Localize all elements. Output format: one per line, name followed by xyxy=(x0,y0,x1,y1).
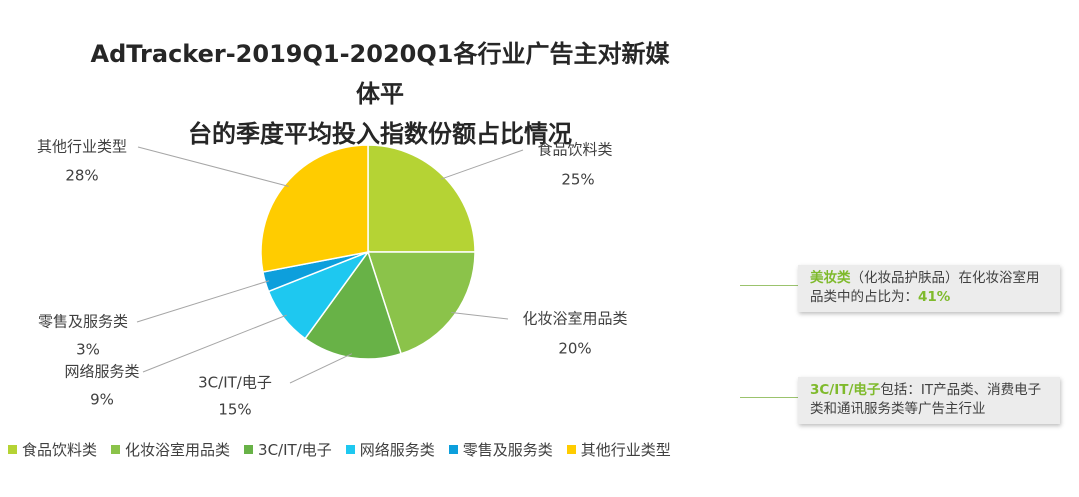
note-3c-text: 包括：IT产品类、消费电子类和通讯服务类等广告主行业 xyxy=(810,382,1042,417)
legend-label: 零售及服务类 xyxy=(462,440,553,459)
leader-line xyxy=(137,146,289,187)
legend-item: 网络服务类 xyxy=(345,439,435,460)
slice-label: 零售及服务类 xyxy=(38,313,128,331)
legend-swatch xyxy=(8,444,17,454)
legend-label: 化妆浴室用品类 xyxy=(125,440,231,459)
leader-line xyxy=(142,314,287,373)
legend-label: 其他行业类型 xyxy=(580,440,671,459)
chart-title-line-2: 台的季度平均投入指数份额占比情况 xyxy=(188,120,572,148)
note-connector-line xyxy=(740,397,798,398)
pie-slices xyxy=(260,144,476,360)
pie-slice xyxy=(304,250,403,360)
legend-label: 网络服务类 xyxy=(359,440,435,459)
legend-item: 化妆浴室用品类 xyxy=(111,439,230,460)
slice-label: 其他行业类型 xyxy=(37,138,127,156)
note-connector-line xyxy=(740,285,798,286)
pie-slice xyxy=(367,144,476,253)
slice-labels: 食品饮料类 25% 化妆浴室用品类 20% 3C/IT/电子 15% 网络服务类 9% 零售及服… xyxy=(37,138,628,419)
slice-label: 食品饮料类 xyxy=(537,141,612,159)
slice-label: 化妆浴室用品类 xyxy=(522,310,627,328)
legend-swatch xyxy=(566,444,576,454)
leader-line xyxy=(440,149,524,180)
legend-label: 3C/IT/电子 xyxy=(258,440,332,459)
slice-value-label: 3% xyxy=(76,341,100,359)
legend-swatch xyxy=(111,444,121,454)
leader-line xyxy=(451,312,509,320)
leader-line xyxy=(289,353,353,384)
legend-label: 食品饮料类 xyxy=(22,440,98,459)
chart-title-line-1: AdTracker-2019Q1-2020Q1各行业广告主对新媒体平 xyxy=(90,40,670,108)
note-beauty-text: （化妆品护肤品）在化妆浴室用品类中的占比为： xyxy=(810,270,1040,305)
slice-value-label: 28% xyxy=(65,167,98,185)
pie-slice xyxy=(260,144,369,273)
legend-item: 零售及服务类 xyxy=(448,439,553,460)
legend-item: 其他行业类型 xyxy=(566,439,671,460)
pie-slice xyxy=(366,251,476,355)
chart-title: AdTracker-2019Q1-2020Q1各行业广告主对新媒体平 台的季度平… xyxy=(80,34,680,154)
legend-item: 食品饮料类 xyxy=(8,439,97,460)
slice-label: 网络服务类 xyxy=(64,363,139,381)
slice-value-label: 9% xyxy=(90,391,114,409)
legend-swatch xyxy=(448,444,458,454)
slice-value-label: 15% xyxy=(218,401,251,419)
note-3c: 3C/IT/电子包括：IT产品类、消费电子类和通讯服务类等广告主行业 xyxy=(798,377,1060,424)
note-beauty-value: 41% xyxy=(918,289,951,305)
legend-swatch xyxy=(345,444,355,454)
leader-lines xyxy=(136,146,524,384)
leader-line xyxy=(136,280,270,323)
slice-label: 3C/IT/电子 xyxy=(198,374,272,392)
note-beauty-highlight: 美妆类 xyxy=(810,270,851,286)
note-beauty: 美妆类（化妆品护肤品）在化妆浴室用品类中的占比为：41% xyxy=(798,265,1060,312)
note-3c-highlight: 3C/IT/电子 xyxy=(810,382,881,398)
legend: 食品饮料类 化妆浴室用品类 3C/IT/电子 网络服务类 零售及服务类 其他行业类型 xyxy=(8,438,685,460)
slice-value-label: 25% xyxy=(561,171,594,189)
legend-swatch xyxy=(244,444,254,454)
legend-item: 3C/IT/电子 xyxy=(244,439,332,460)
slice-value-label: 20% xyxy=(558,340,591,358)
